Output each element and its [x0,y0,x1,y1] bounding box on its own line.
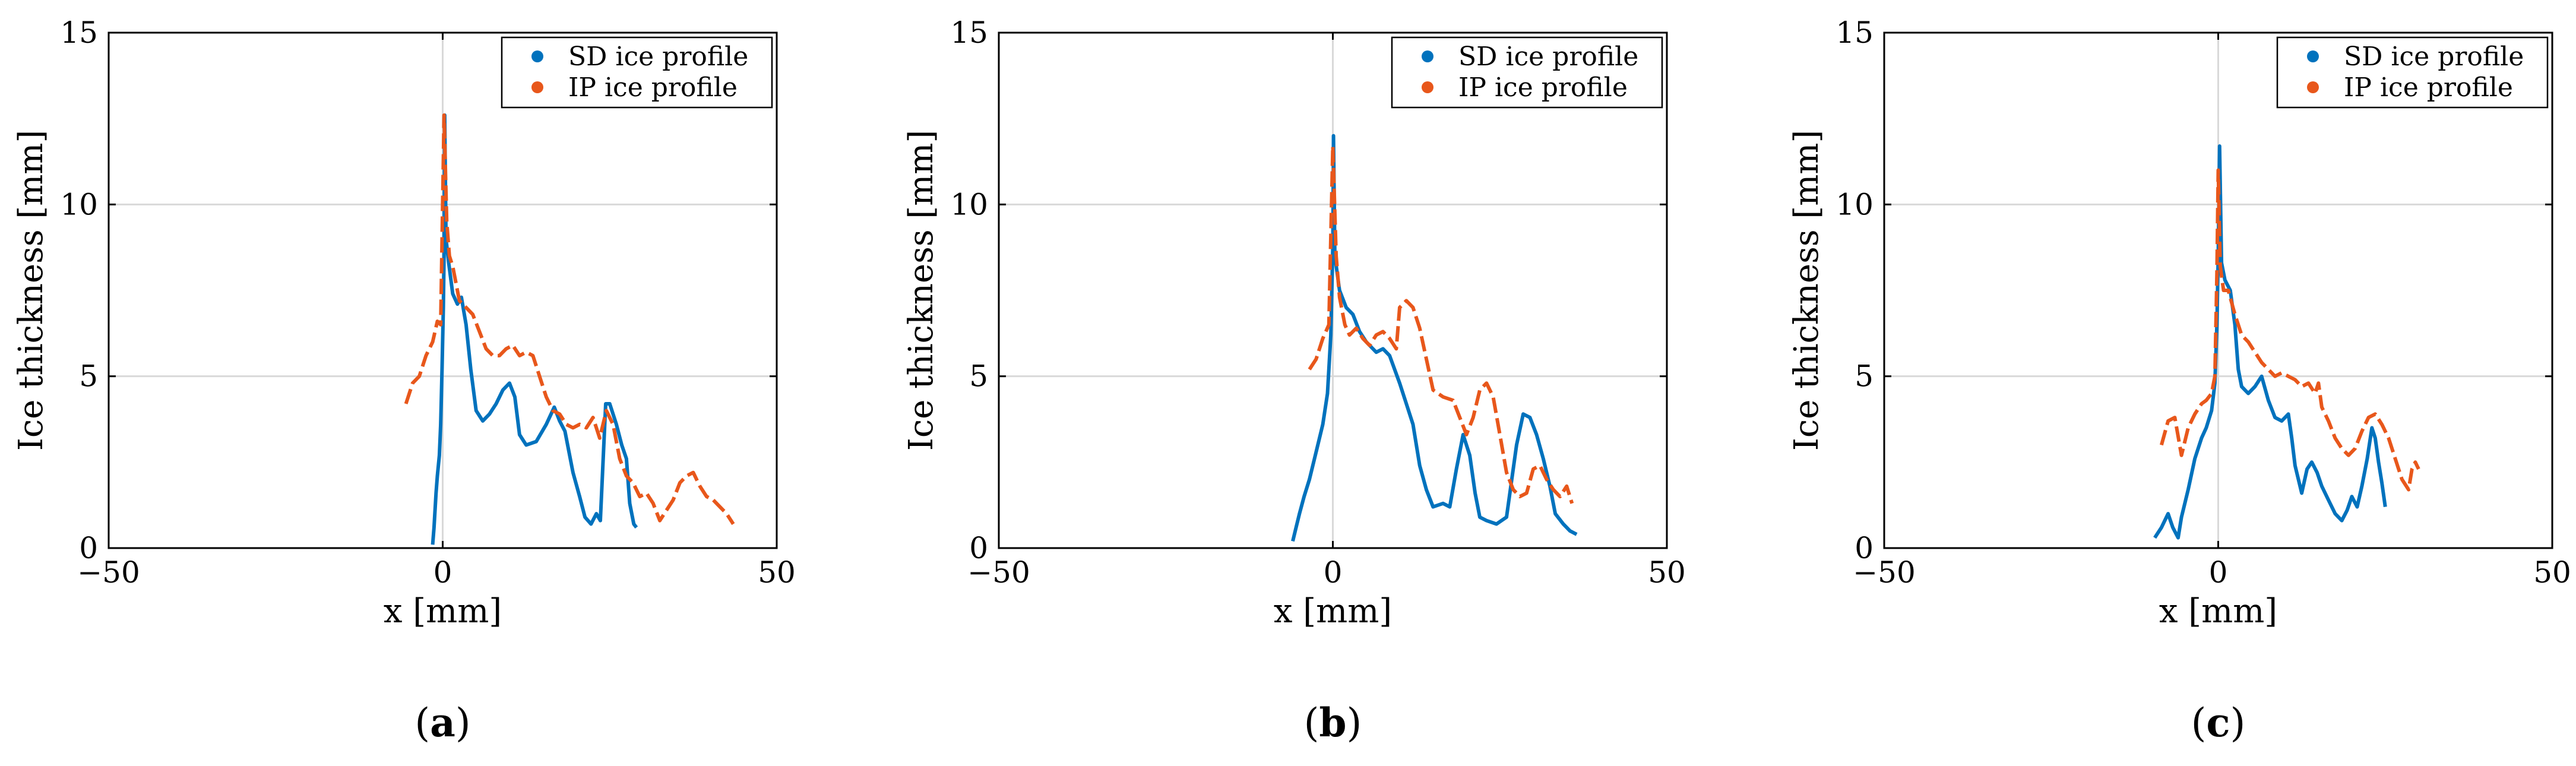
legend-label-c-0: SD ice profile [2344,42,2524,72]
x-tick-label-c-1: 0 [2209,555,2228,590]
panel-label-letter-b: b [1319,699,1346,746]
legend-label-b-0: SD ice profile [1458,42,1638,72]
legend-label-c-1: IP ice profile [2344,72,2513,103]
y-tick-label-c-3: 15 [1836,15,1874,50]
legend-marker-c-1 [2307,81,2319,93]
y-tick-label-a-1: 5 [79,359,98,394]
x-axis-label-a: x [mm] [384,592,502,631]
sd-profile-line-a [431,113,638,545]
x-tick-label-b-0: −50 [967,555,1030,590]
legend-label-a-0: SD ice profile [568,42,748,72]
y-tick-label-c-0: 0 [1855,531,1874,565]
y-tick-label-a-3: 15 [60,15,98,50]
legend-box-b [1391,36,1663,109]
y-tick-label-c-2: 10 [1836,187,1874,221]
x-axis-label-c: x [mm] [2159,592,2277,631]
ip-profile-line-a [404,113,735,526]
panel-label-close-b: ) [1347,700,1362,746]
legend-marker-b-0 [1422,50,1433,62]
y-tick-label-b-3: 15 [950,15,988,50]
ip-profile-line-c [2160,168,2420,492]
x-axis-label-b: x [mm] [1274,592,1392,631]
panel-label-close-c: ) [2230,700,2246,746]
x-tick-label-a-1: 0 [433,555,452,590]
y-tick-label-b-0: 0 [969,531,988,565]
legend-label-b-1: IP ice profile [1458,72,1628,103]
x-tick-label-a-0: −50 [77,555,140,590]
panel-label-a: (a) [414,699,470,746]
y-tick-label-b-1: 5 [969,359,988,394]
panel-label-c: (c) [2191,699,2246,746]
legend-marker-a-1 [531,81,543,93]
y-tick-label-b-2: 10 [950,187,988,221]
x-tick-label-c-2: 50 [2533,555,2571,590]
panel-label-letter-a: a [430,699,455,746]
panel-label-b: (b) [1304,699,1362,746]
legend-label-a-1: IP ice profile [568,72,738,103]
sd-profile-line-c [2153,144,2387,540]
panel-label-letter-c: c [2206,699,2230,746]
sd-profile-line-b [1291,134,1578,542]
legend-marker-b-1 [1422,81,1433,93]
legend-box-c [2276,36,2549,109]
legend-marker-c-0 [2307,50,2319,62]
y-tick-label-a-0: 0 [79,531,98,565]
x-tick-label-c-0: −50 [1853,555,1916,590]
ip-profile-line-b [1308,144,1574,504]
y-tick-label-a-2: 10 [60,187,98,221]
legend-marker-a-0 [531,50,543,62]
panel-label-open-c: ( [2191,700,2207,746]
panel-label-close-a: ) [455,700,471,746]
y-tick-label-c-1: 5 [1855,359,1874,394]
x-tick-label-a-2: 50 [758,555,796,590]
panel-label-open-b: ( [1304,700,1319,746]
panel-label-open-a: ( [414,700,430,746]
x-tick-label-b-1: 0 [1324,555,1343,590]
y-axis-label-c: Ice thickness [mm] [1787,130,1826,451]
y-axis-label-b: Ice thickness [mm] [902,130,941,451]
legend-box-a [501,36,773,109]
y-axis-label-a: Ice thickness [mm] [12,130,50,451]
x-tick-label-b-2: 50 [1648,555,1686,590]
